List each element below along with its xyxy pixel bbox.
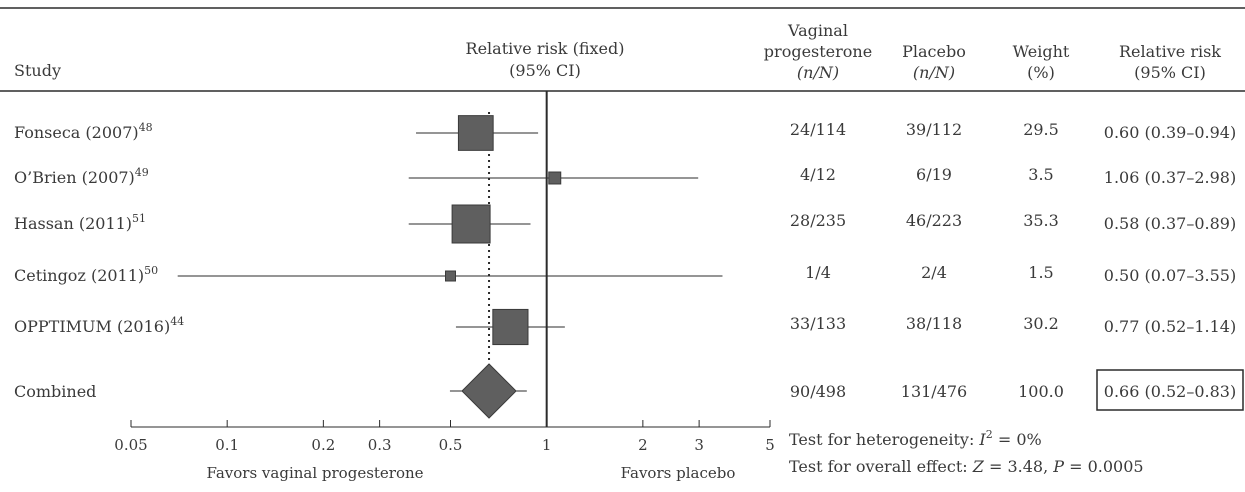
x-axis: 0.05 0.1 0.2 0.3 0.5 1 2 3 5: [114, 91, 775, 454]
x-tick-label: 0.05: [114, 436, 147, 454]
study-rows: Fonseca (2007)48 24/114 39/112 29.5 0.60 (0.…: [14, 115, 1244, 419]
treat-count: 4/12: [800, 165, 836, 184]
header-study: Study: [14, 61, 61, 80]
header-treat-line1: Vaginal: [787, 21, 848, 40]
x-tick-label: 3: [694, 436, 704, 454]
study-name: OPPTIMUM (2016)44: [14, 315, 184, 336]
weight-value: 35.3: [1023, 211, 1059, 230]
combined-row: Combined 90/498 131/476 100.0 0.66 (0.52–0.8…: [14, 363, 1244, 419]
relative-risk-value: 0.58 (0.37–0.89): [1104, 214, 1236, 233]
relative-risk-value: 0.60 (0.39–0.94): [1104, 123, 1236, 142]
point-estimate-box: [445, 270, 456, 282]
placebo-count: 39/112: [906, 120, 962, 139]
study-row: Hassan (2011)51 28/235 46/223 35.3 0.58 (0.3…: [14, 204, 1236, 244]
combined-diamond: [461, 363, 517, 419]
point-estimate-box: [492, 308, 529, 346]
x-tick-label: 0.1: [215, 436, 239, 454]
header-rr-line1: Relative risk: [1119, 42, 1221, 61]
point-estimate-box: [457, 115, 494, 151]
favors-right-label: Favors placebo: [621, 464, 736, 482]
combined-result-box: [1096, 369, 1244, 411]
header-plot-line1: Relative risk (fixed): [466, 39, 625, 58]
treat-count: 24/114: [790, 120, 846, 139]
x-tick-label: 1: [542, 436, 552, 454]
study-row: Cetingoz (2011)50 1/4 2/4 1.5 0.50 (0.07–3.5…: [14, 263, 1236, 285]
placebo-count: 6/19: [916, 165, 952, 184]
placebo-count: 2/4: [921, 263, 947, 282]
treat-count: 33/133: [790, 314, 846, 333]
x-tick-label: 0.5: [439, 436, 463, 454]
combined-relative-risk: 0.66 (0.52–0.83): [1104, 382, 1236, 401]
weight-value: 29.5: [1023, 120, 1059, 139]
placebo-count: 46/223: [906, 211, 962, 230]
point-estimate-box: [451, 204, 491, 244]
study-row: Fonseca (2007)48 24/114 39/112 29.5 0.60 (0.…: [14, 115, 1236, 151]
header-treat-line3: (n/N): [797, 63, 839, 82]
study-row: OPPTIMUM (2016)44 33/133 38/118 30.2 0.77 (0…: [14, 308, 1236, 346]
heterogeneity-text: Test for heterogeneity: I2 = 0%: [789, 428, 1042, 449]
header-treat-line2: progesterone: [764, 42, 872, 61]
relative-risk-value: 0.50 (0.07–3.55): [1104, 266, 1236, 285]
x-tick-label: 0.3: [368, 436, 392, 454]
treat-count: 28/235: [790, 211, 846, 230]
point-estimate-box: [548, 171, 562, 185]
relative-risk-value: 1.06 (0.37–2.98): [1104, 168, 1236, 187]
x-tick-label: 2: [638, 436, 648, 454]
x-tick-label: 5: [765, 436, 775, 454]
header-rr-line2: (95% CI): [1134, 63, 1206, 82]
header-plot-line2: (95% CI): [509, 61, 581, 80]
study-row: O’Brien (2007)49 4/12 6/19 3.5 1.06 (0.37–2.…: [14, 165, 1236, 187]
overall-effect-text: Test for overall effect: Z = 3.48, P = 0…: [789, 457, 1144, 476]
study-name: O’Brien (2007)49: [14, 166, 149, 187]
header-weight-line1: Weight: [1013, 42, 1070, 61]
combined-treat-count: 90/498: [790, 382, 846, 401]
placebo-count: 38/118: [906, 314, 962, 333]
study-name: Fonseca (2007)48: [14, 121, 153, 142]
header-placebo-line1: Placebo: [902, 42, 966, 61]
treat-count: 1/4: [805, 263, 831, 282]
weight-value: 30.2: [1023, 314, 1059, 333]
favors-left-label: Favors vaginal progesterone: [206, 464, 423, 482]
combined-placebo-count: 131/476: [901, 382, 967, 401]
combined-weight: 100.0: [1018, 382, 1064, 401]
header-weight-line2: (%): [1027, 63, 1055, 82]
study-name: Hassan (2011)51: [14, 212, 146, 233]
relative-risk-value: 0.77 (0.52–1.14): [1104, 317, 1236, 336]
weight-value: 1.5: [1028, 263, 1053, 282]
header-placebo-line2: (n/N): [913, 63, 955, 82]
combined-label: Combined: [14, 382, 96, 401]
weight-value: 3.5: [1028, 165, 1053, 184]
study-name: Cetingoz (2011)50: [14, 264, 158, 285]
x-tick-label: 0.2: [311, 436, 335, 454]
